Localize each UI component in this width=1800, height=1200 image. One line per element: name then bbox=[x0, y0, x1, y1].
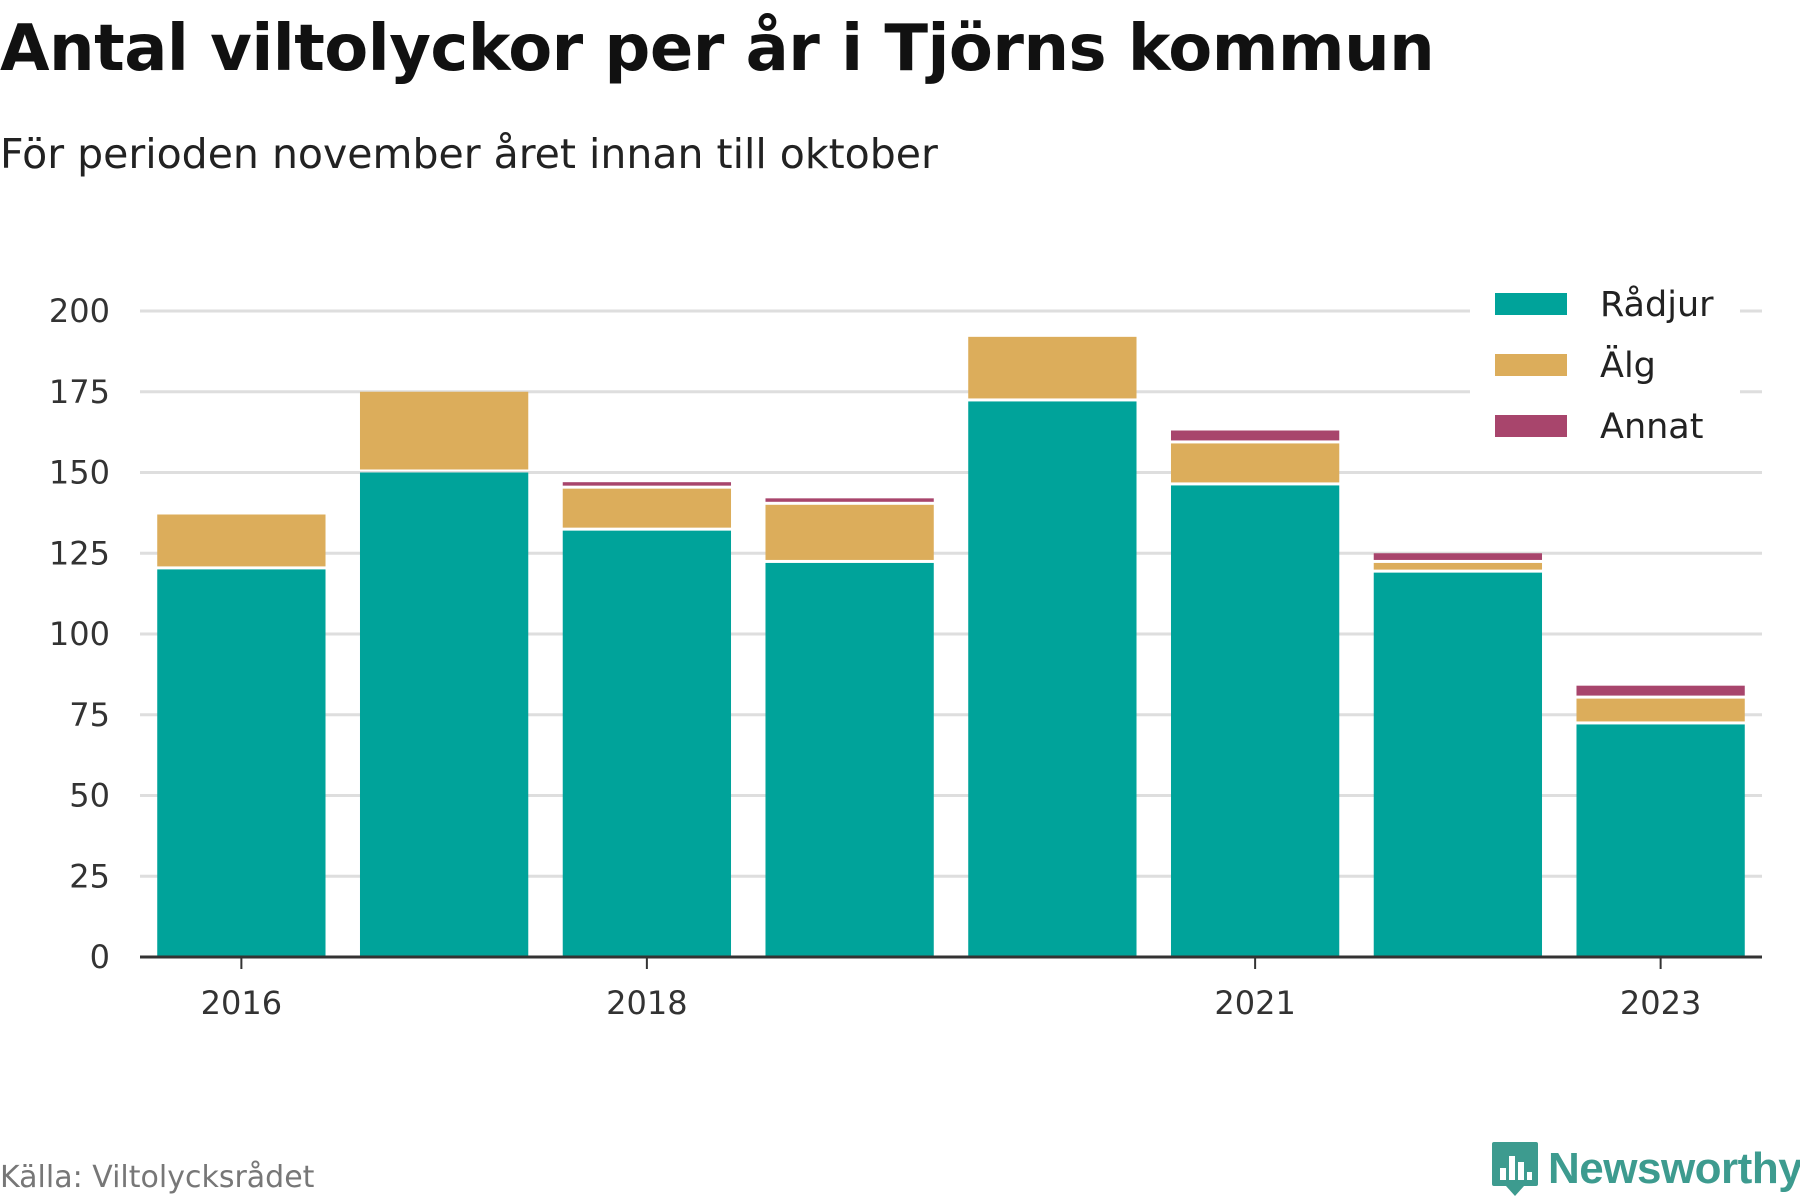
y-tick-label-125: 125 bbox=[49, 534, 110, 572]
chart-subtitle: För perioden november året innan till ok… bbox=[0, 130, 938, 178]
brand-logo[interactable]: Newsworthy bbox=[1490, 1140, 1800, 1198]
legend-label-Annat: Annat bbox=[1600, 407, 1703, 447]
bar-2022-Älg bbox=[1373, 562, 1543, 570]
bar-2016-Rådjur bbox=[157, 569, 326, 957]
source-note: Källa: Viltolycksrådet bbox=[0, 1160, 315, 1195]
bar-2022-Annat bbox=[1373, 553, 1543, 560]
x-tick-label-2016: 2016 bbox=[201, 984, 282, 1022]
bar-2018-Annat bbox=[562, 482, 732, 486]
y-tick-label-0: 0 bbox=[90, 938, 110, 976]
bar-2020-Rådjur bbox=[968, 401, 1137, 957]
brand-name: Newsworthy bbox=[1548, 1144, 1800, 1193]
y-tick-label-50: 50 bbox=[69, 777, 110, 815]
bar-2023-Rådjur bbox=[1576, 724, 1745, 957]
legend: Rådjur Älg Annat bbox=[1470, 282, 1740, 464]
y-tick-label-200: 200 bbox=[49, 292, 110, 330]
x-tick-label-2021: 2021 bbox=[1214, 984, 1295, 1022]
x-tick-label-2023: 2023 bbox=[1620, 984, 1701, 1022]
legend-label-Rådjur: Rådjur bbox=[1600, 284, 1714, 325]
bar-2021-Annat bbox=[1170, 430, 1340, 441]
bar-2016-Älg bbox=[157, 514, 326, 567]
y-tick-label-75: 75 bbox=[69, 696, 110, 734]
legend-swatch-Annat bbox=[1495, 415, 1567, 437]
bar-2019-Annat bbox=[765, 498, 934, 502]
newsworthy-logo-icon bbox=[1492, 1142, 1538, 1196]
bar-2020-Älg bbox=[968, 336, 1137, 399]
bar-2018-Rådjur bbox=[562, 530, 732, 957]
bar-2019-Älg bbox=[765, 504, 934, 560]
bars bbox=[157, 336, 1745, 957]
bar-2022-Rådjur bbox=[1373, 572, 1543, 957]
chart-title: Antal viltolyckor per år i Tjörns kommun bbox=[0, 12, 1435, 86]
x-axis: 2016 2018 2021 2023 bbox=[140, 955, 1762, 1022]
legend-label-Älg: Älg bbox=[1600, 344, 1656, 386]
y-tick-label-100: 100 bbox=[49, 615, 110, 653]
legend-swatch-Rådjur bbox=[1495, 293, 1567, 315]
bar-2017-Rådjur bbox=[359, 472, 529, 957]
bar-2021-Rådjur bbox=[1170, 485, 1340, 957]
bar-2023-Annat bbox=[1576, 685, 1745, 696]
y-tick-label-175: 175 bbox=[49, 373, 110, 411]
bar-2023-Älg bbox=[1576, 698, 1745, 722]
bar-2018-Älg bbox=[562, 488, 732, 528]
y-axis: 0 25 50 75 100 125 150 175 200 bbox=[49, 292, 110, 976]
y-tick-label-150: 150 bbox=[49, 454, 110, 492]
bar-2017-Älg bbox=[359, 391, 529, 470]
bar-2021-Älg bbox=[1170, 443, 1340, 483]
legend-swatch-Älg bbox=[1495, 354, 1567, 376]
y-tick-label-25: 25 bbox=[69, 857, 110, 895]
x-tick-label-2018: 2018 bbox=[606, 984, 687, 1022]
bar-2019-Rådjur bbox=[765, 562, 934, 957]
